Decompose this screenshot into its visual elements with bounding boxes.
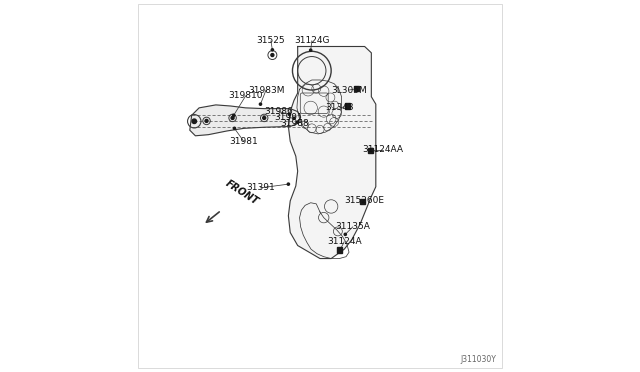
Text: 3L305M: 3L305M (331, 86, 367, 94)
Text: 31135A: 31135A (335, 222, 370, 231)
Bar (344, 103, 350, 109)
Circle shape (310, 49, 312, 51)
Circle shape (192, 119, 196, 124)
Text: 315260E: 315260E (344, 196, 384, 205)
Text: 31124AA: 31124AA (363, 145, 404, 154)
Circle shape (289, 113, 291, 115)
Text: J311030Y: J311030Y (461, 355, 497, 364)
Bar (337, 247, 342, 253)
Circle shape (339, 248, 342, 250)
Text: 319810: 319810 (228, 92, 263, 100)
Text: 31124A: 31124A (327, 237, 362, 246)
Circle shape (293, 117, 295, 119)
Circle shape (205, 119, 208, 122)
Circle shape (357, 87, 359, 90)
Text: 31988: 31988 (280, 119, 309, 128)
Circle shape (232, 114, 235, 116)
Text: 31981: 31981 (229, 137, 258, 146)
Circle shape (262, 116, 266, 119)
Circle shape (347, 105, 349, 107)
Text: 31986: 31986 (264, 107, 292, 116)
Polygon shape (289, 46, 376, 259)
Circle shape (363, 202, 365, 204)
Circle shape (259, 103, 262, 105)
Circle shape (234, 127, 236, 129)
Text: 31391: 31391 (246, 183, 275, 192)
Bar (354, 86, 359, 91)
Circle shape (296, 121, 299, 123)
Circle shape (344, 233, 346, 235)
Circle shape (271, 49, 273, 51)
Circle shape (231, 116, 234, 119)
Polygon shape (190, 105, 301, 136)
Circle shape (287, 183, 289, 185)
Text: 31525: 31525 (257, 36, 285, 45)
Text: 31991: 31991 (274, 113, 303, 122)
Text: FRONT: FRONT (224, 178, 260, 206)
Circle shape (271, 54, 274, 57)
Text: 31343: 31343 (325, 103, 354, 112)
Text: 31124G: 31124G (294, 36, 330, 45)
Text: 31983M: 31983M (248, 86, 284, 94)
Circle shape (371, 148, 373, 151)
Bar (368, 148, 373, 153)
Bar (360, 199, 365, 204)
